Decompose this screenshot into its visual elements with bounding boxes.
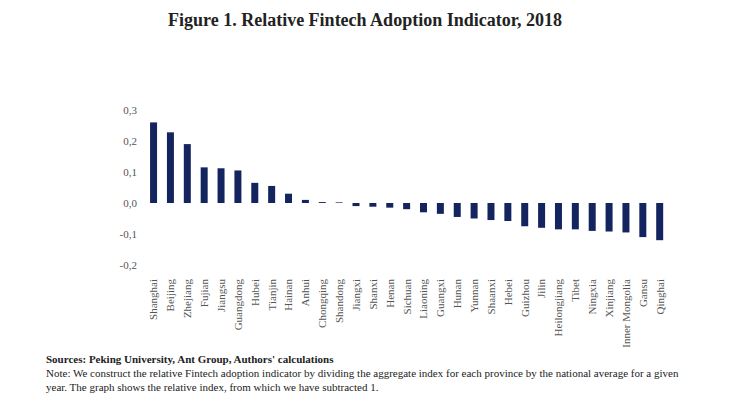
svg-text:Hebei: Hebei [502,279,514,305]
svg-text:Jiangsu: Jiangsu [215,279,227,313]
html-text:Sources: Peking University, An: Sources: Peking University, Ant Group, A… [46,353,334,365]
svg-text:-0,2: -0,2 [120,259,137,271]
html-text:Note: We construct the relativ: Note: We construct the relative Fintech … [46,367,679,393]
svg-text:Chongqing: Chongqing [316,279,328,328]
svg-text:Qinghai: Qinghai [654,279,666,314]
svg-text:Ningxia: Ningxia [586,279,598,315]
svg-text:Gansu: Gansu [637,279,649,308]
svg-text:Anhui: Anhui [299,279,311,307]
svg-text:Henan: Henan [384,279,396,308]
svg-text:Hainan: Hainan [282,279,294,311]
svg-text:Hunan: Hunan [451,279,463,309]
svg-text:Hubei: Hubei [249,279,261,306]
svg-text:0,0: 0,0 [123,197,137,209]
svg-text:0,3: 0,3 [123,104,137,116]
svg-text:Guangdong: Guangdong [232,279,244,331]
svg-text:Inner Mongolia: Inner Mongolia [620,279,632,348]
svg-text:0,2: 0,2 [123,135,137,147]
svg-text:Sichuan: Sichuan [401,279,413,315]
svg-text:Shanghai: Shanghai [147,279,159,320]
svg-text:Heilongjiang: Heilongjiang [552,279,564,337]
svg-text:Shaanxi: Shaanxi [485,279,497,314]
svg-text:Tianjin: Tianjin [266,279,278,311]
svg-text:Liaoning: Liaoning [417,279,429,319]
svg-text:Shandong: Shandong [333,279,345,324]
svg-text:Yunnan: Yunnan [468,279,480,313]
svg-text:Zhejiang: Zhejiang [181,279,193,319]
svg-text:Shanxi: Shanxi [367,279,379,310]
svg-text:Jiangxi: Jiangxi [350,279,362,311]
svg-text:Guizhou: Guizhou [519,279,531,317]
svg-text:Xinjiang: Xinjiang [603,279,615,318]
svg-text:Guangxi: Guangxi [434,279,446,317]
svg-text:Jilin: Jilin [535,279,547,298]
svg-text:Tibet: Tibet [569,279,581,302]
svg-text:-0,1: -0,1 [120,228,137,240]
svg-text:Fujian: Fujian [198,279,210,308]
svg-text:Beijing: Beijing [164,279,176,312]
html-text:Figure 1. Relative Fintech Ado: Figure 1. Relative Fintech Adoption Indi… [168,10,562,30]
svg-text:0,1: 0,1 [123,166,137,178]
